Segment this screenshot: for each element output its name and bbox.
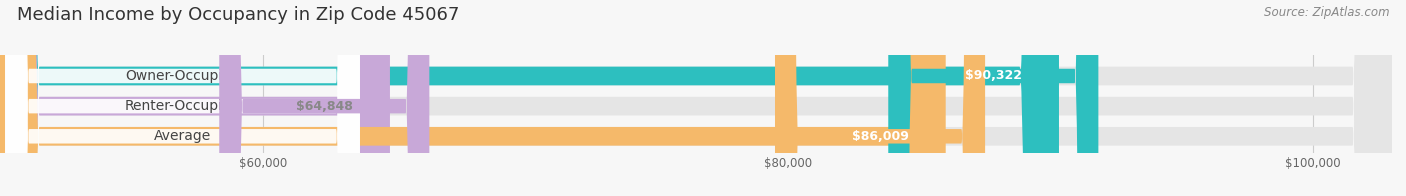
Text: Average: Average <box>153 129 211 143</box>
Text: $64,848: $64,848 <box>295 100 353 113</box>
Text: $90,322: $90,322 <box>965 70 1022 83</box>
FancyBboxPatch shape <box>0 0 389 196</box>
Text: $86,009: $86,009 <box>852 130 908 143</box>
Text: Renter-Occupied: Renter-Occupied <box>125 99 240 113</box>
Text: Median Income by Occupancy in Zip Code 45067: Median Income by Occupancy in Zip Code 4… <box>17 6 460 24</box>
FancyBboxPatch shape <box>6 0 360 196</box>
FancyBboxPatch shape <box>889 0 1098 196</box>
FancyBboxPatch shape <box>6 0 360 196</box>
FancyBboxPatch shape <box>219 0 429 196</box>
FancyBboxPatch shape <box>0 0 1059 196</box>
Text: Source: ZipAtlas.com: Source: ZipAtlas.com <box>1264 6 1389 19</box>
FancyBboxPatch shape <box>0 0 946 196</box>
FancyBboxPatch shape <box>775 0 986 196</box>
FancyBboxPatch shape <box>6 0 360 196</box>
Text: Owner-Occupied: Owner-Occupied <box>125 69 240 83</box>
